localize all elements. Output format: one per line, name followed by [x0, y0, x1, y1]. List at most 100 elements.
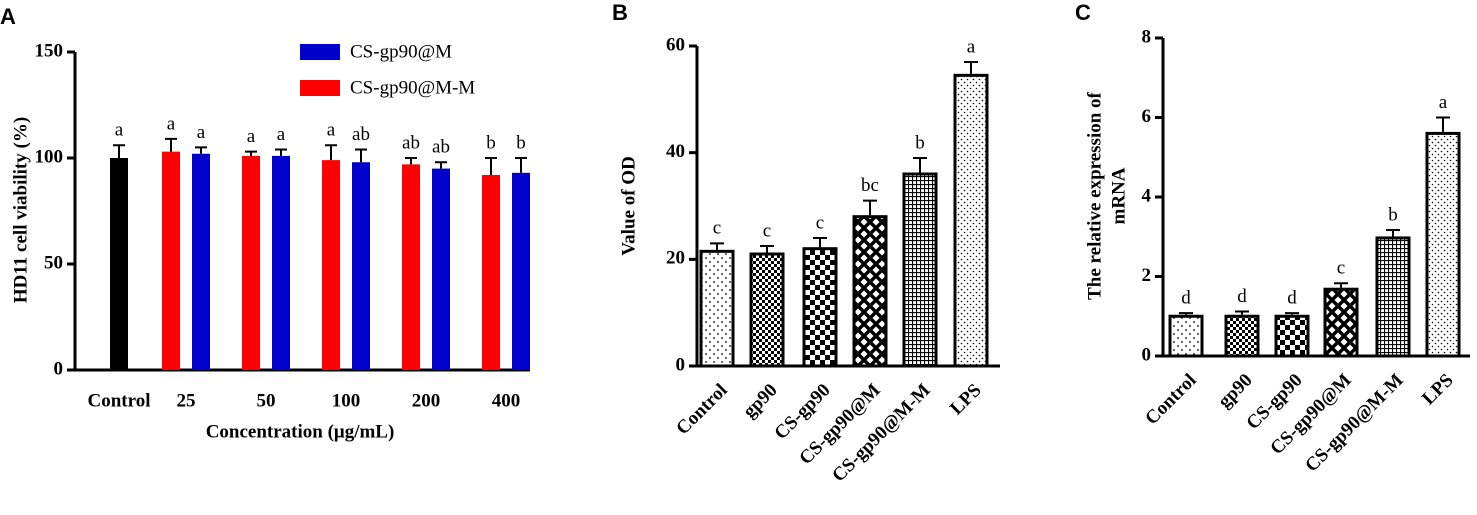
- legend-swatch: [300, 44, 340, 60]
- bar: [802, 247, 838, 368]
- error-bar: [1436, 116, 1450, 132]
- significance-letter: ab: [402, 132, 420, 153]
- y-tick-label: 0: [54, 358, 64, 379]
- significance-letter: d: [1237, 286, 1247, 307]
- x-tick-label: gp90: [739, 380, 781, 422]
- bar: [512, 172, 530, 370]
- y-tick-label: 0: [676, 354, 686, 375]
- significance-letter: d: [1287, 287, 1297, 308]
- significance-letter: a: [197, 122, 206, 143]
- y-tick-label: 60: [666, 34, 685, 55]
- significance-letter: a: [277, 124, 286, 145]
- panel-label: B: [612, 0, 628, 25]
- y-tick-label: 40: [666, 141, 685, 162]
- significance-letter: a: [115, 120, 124, 141]
- error-bar: [1285, 312, 1299, 315]
- bar: [1323, 287, 1359, 358]
- error-bar: [1386, 228, 1400, 237]
- significance-letter: d: [1181, 287, 1191, 308]
- error-bar: [245, 150, 257, 156]
- x-tick-label: 100: [332, 390, 361, 411]
- error-bar: [355, 148, 367, 163]
- panel-label: A: [0, 4, 16, 29]
- bar: [953, 73, 989, 368]
- x-tick-label: LPS: [1418, 370, 1457, 409]
- bar: [482, 174, 500, 370]
- y-tick-label: 8: [1142, 26, 1152, 47]
- bar: [1224, 314, 1260, 358]
- significance-letter: ab: [432, 137, 450, 158]
- significance-letter: bc: [861, 175, 879, 196]
- significance-letter: b: [516, 132, 526, 153]
- bar: [322, 160, 340, 370]
- bar: [749, 252, 785, 368]
- error-bar: [165, 137, 177, 152]
- y-axis-label: HD11 cell viability (%): [10, 117, 31, 303]
- x-tick-label: 200: [412, 390, 441, 411]
- significance-letter: a: [1439, 92, 1448, 113]
- y-tick-label: 0: [1142, 344, 1152, 365]
- bar: [242, 155, 260, 370]
- y-axis-label: mRNA: [1108, 167, 1129, 224]
- error-bar: [813, 237, 827, 248]
- significance-letter: a: [167, 113, 176, 134]
- significance-letter: b: [486, 132, 496, 153]
- y-axis-label: Value of OD: [618, 156, 639, 256]
- y-tick-label: 150: [35, 40, 64, 61]
- significance-letter: c: [816, 212, 824, 233]
- error-bar: [405, 157, 417, 165]
- bar: [192, 153, 210, 370]
- bar: [1274, 314, 1310, 358]
- error-bar: [485, 157, 497, 175]
- significance-letter: b: [915, 132, 925, 153]
- error-bar: [435, 161, 447, 169]
- y-tick-label: 6: [1142, 106, 1152, 127]
- significance-letter: a: [967, 36, 976, 57]
- significance-letter: c: [713, 218, 721, 239]
- bar: [432, 168, 450, 370]
- bar: [699, 249, 735, 368]
- significance-letter: c: [763, 220, 771, 241]
- error-bar: [275, 148, 287, 156]
- legend-label: CS-gp90@M: [350, 41, 452, 62]
- x-tick-label: gp90: [1214, 370, 1256, 412]
- error-bar: [964, 61, 978, 74]
- error-bar: [195, 146, 207, 154]
- significance-letter: a: [247, 126, 256, 147]
- significance-letter: a: [327, 120, 336, 141]
- x-tick-label: Control: [672, 380, 731, 439]
- x-tick-label: Control: [1141, 370, 1200, 429]
- error-bar: [325, 144, 337, 161]
- error-bar: [113, 144, 125, 158]
- significance-letter: c: [1337, 258, 1345, 279]
- panel-label: C: [1075, 0, 1091, 25]
- x-tick-label: 25: [177, 390, 196, 411]
- bar: [852, 215, 888, 368]
- bar: [1375, 236, 1411, 358]
- bar: [110, 158, 128, 370]
- error-bar: [515, 157, 527, 173]
- error-bar: [913, 157, 927, 173]
- error-bar: [710, 242, 724, 250]
- x-tick-label: LPS: [946, 380, 985, 419]
- significance-letter: ab: [352, 124, 370, 145]
- error-bar: [863, 199, 877, 216]
- legend-label: CS-gp90@M-M: [350, 77, 475, 98]
- bar: [402, 164, 420, 370]
- bar: [1168, 314, 1204, 358]
- y-tick-label: 100: [35, 146, 64, 167]
- x-axis-label: Concentration (μg/mL): [206, 421, 395, 442]
- y-tick-label: 2: [1142, 265, 1152, 286]
- x-tick-label: 50: [257, 390, 276, 411]
- significance-letter: b: [1388, 204, 1398, 225]
- error-bar: [1179, 312, 1193, 315]
- error-bar: [760, 245, 774, 253]
- x-tick-label: 400: [492, 390, 521, 411]
- bar: [162, 151, 180, 370]
- bar: [272, 155, 290, 370]
- error-bar: [1235, 310, 1249, 315]
- bar: [902, 172, 938, 368]
- bar: [1425, 131, 1461, 358]
- y-tick-label: 4: [1142, 185, 1152, 206]
